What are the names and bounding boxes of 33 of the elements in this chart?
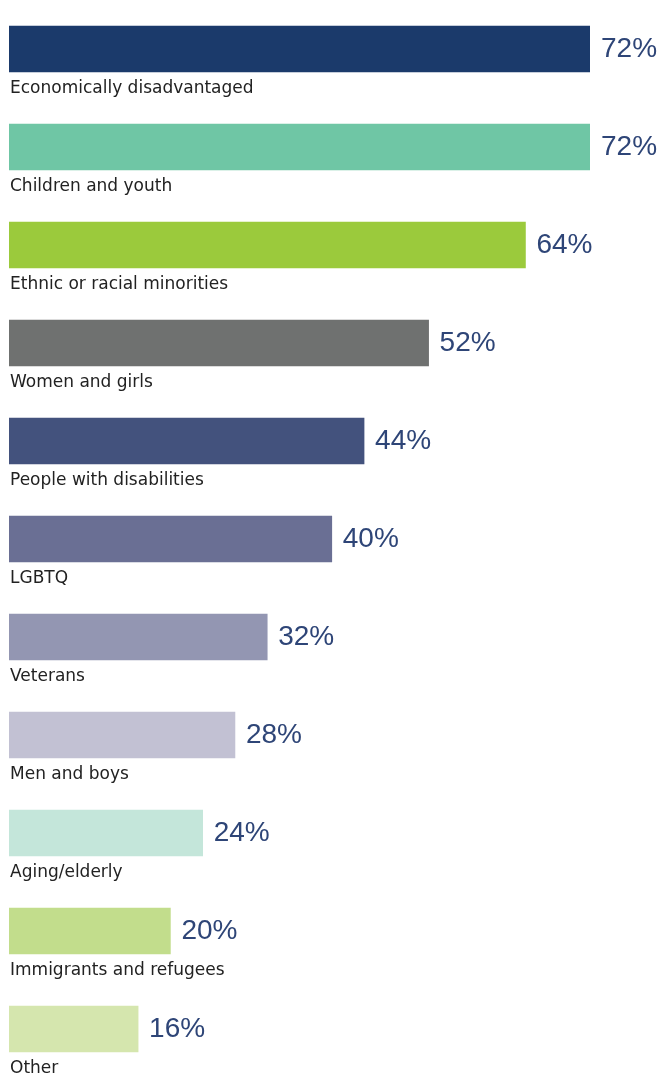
y-tick-label: Other [10, 1056, 59, 1077]
bar [9, 25, 590, 73]
y-tick-label: Immigrants and refugees [10, 958, 225, 979]
y-tick-label: Women and girls [10, 370, 154, 391]
bar [9, 123, 590, 171]
y-tick-label: Men and boys [10, 762, 129, 783]
data-label: 16% [149, 1011, 206, 1043]
bar [9, 809, 203, 857]
data-label: 32% [278, 619, 335, 651]
y-tick-label: Economically disadvantaged [10, 76, 254, 97]
y-tick-label: Ethnic or racial minorities [10, 272, 229, 293]
y-tick-label: Children and youth [10, 174, 173, 195]
y-tick-label: Veterans [10, 664, 86, 685]
bar [9, 613, 268, 661]
data-label: 72% [601, 31, 658, 63]
y-tick-label: LGBTQ [10, 566, 69, 587]
bar [9, 907, 171, 955]
bar [9, 417, 365, 465]
data-label: 44% [375, 423, 432, 455]
bar [9, 1005, 139, 1053]
data-label: 20% [181, 913, 238, 945]
bar [9, 515, 333, 563]
data-label: 28% [245, 717, 302, 749]
data-label: 72% [601, 129, 658, 161]
data-label: 40% [342, 521, 399, 553]
bar [9, 319, 429, 367]
data-label: 52% [439, 325, 496, 357]
y-tick-label: Aging/elderly [10, 860, 123, 881]
y-tick-label: People with disabilities [10, 468, 204, 489]
data-label: 64% [536, 227, 593, 259]
data-label: 24% [213, 815, 270, 847]
bar [9, 221, 526, 269]
bar [9, 711, 236, 759]
